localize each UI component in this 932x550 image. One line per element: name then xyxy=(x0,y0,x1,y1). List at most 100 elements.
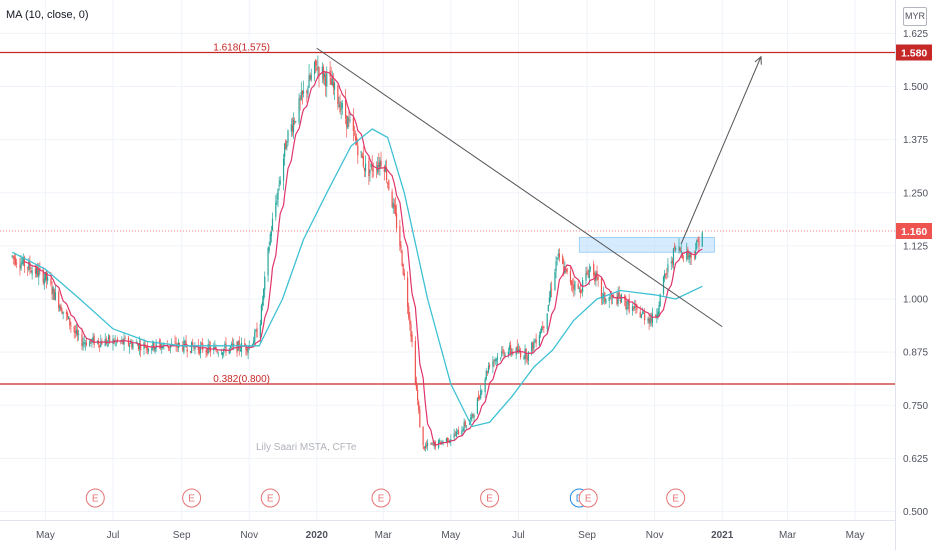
candle-body xyxy=(457,430,460,435)
candle-body xyxy=(70,325,72,327)
candle-body xyxy=(600,278,603,299)
candle-body xyxy=(53,289,55,300)
candle-body xyxy=(681,253,683,259)
price-tick-label[interactable]: 1.500 xyxy=(903,82,928,93)
price-tick-label[interactable]: 1.000 xyxy=(903,295,928,306)
earnings-marker[interactable] xyxy=(480,488,500,508)
candle-body xyxy=(348,119,350,121)
candle-body xyxy=(50,278,52,285)
event-markers[interactable]: EEEEEDEE xyxy=(85,488,686,508)
time-tick-label[interactable]: Nov xyxy=(240,530,258,541)
time-tick-label[interactable]: 2020 xyxy=(306,530,329,541)
last-price-tag-label[interactable]: 1.160 xyxy=(901,226,927,238)
time-tick-label[interactable]: May xyxy=(36,530,55,541)
time-tick-label[interactable]: May xyxy=(846,530,865,541)
candle-body xyxy=(401,250,403,266)
candle-body xyxy=(222,352,224,356)
candle-body xyxy=(387,183,389,184)
time-tick-label[interactable]: Sep xyxy=(173,530,191,541)
candle-body xyxy=(83,342,85,343)
candle-body xyxy=(682,256,685,258)
candle-body xyxy=(316,68,318,70)
candle-body xyxy=(688,255,690,260)
price-tick-label[interactable]: 1.375 xyxy=(903,135,928,146)
time-tick-label[interactable]: Nov xyxy=(646,530,664,541)
projection-arrow-head[interactable] xyxy=(754,55,762,65)
ma-slow-line xyxy=(11,128,703,428)
candle-body xyxy=(122,339,124,345)
candle-body xyxy=(671,260,673,264)
candle-body xyxy=(484,378,486,393)
earnings-marker[interactable] xyxy=(182,488,202,508)
candle-body xyxy=(354,136,357,140)
target-price-tag[interactable] xyxy=(896,44,932,61)
price-tick-label[interactable]: 1.125 xyxy=(903,241,928,252)
candle-body xyxy=(492,361,494,367)
earnings-marker-label[interactable]: E xyxy=(672,494,679,505)
candle-body xyxy=(16,263,18,265)
time-tick-label[interactable]: Mar xyxy=(779,530,797,541)
price-tick-label[interactable]: 0.875 xyxy=(903,348,928,359)
price-tick-label[interactable]: 0.750 xyxy=(903,401,928,412)
currency-badge[interactable]: MYR xyxy=(903,7,927,26)
projection-arrow-line[interactable] xyxy=(680,56,762,244)
last-price-tag[interactable] xyxy=(896,223,932,239)
time-tick-label[interactable]: Jul xyxy=(512,530,525,541)
trendline[interactable] xyxy=(316,47,723,328)
candle-body xyxy=(352,117,354,132)
candle-body xyxy=(263,288,265,301)
price-tick-label[interactable]: 1.625 xyxy=(903,29,928,40)
candle-body xyxy=(302,90,305,94)
candle-body xyxy=(410,323,412,337)
earnings-marker[interactable] xyxy=(578,488,598,508)
candle-body xyxy=(531,342,533,352)
candle-body xyxy=(494,359,496,361)
candle-body xyxy=(384,166,387,172)
candle-body xyxy=(431,442,433,444)
earnings-marker-label[interactable]: E xyxy=(486,494,493,505)
earnings-marker-label[interactable]: E xyxy=(585,494,592,505)
candle-body xyxy=(407,277,409,308)
candle-body xyxy=(698,238,700,247)
time-tick-label[interactable]: May xyxy=(441,530,460,541)
candle-body xyxy=(99,344,101,347)
candle-body xyxy=(277,189,279,200)
price-tick-label[interactable]: 0.625 xyxy=(903,454,928,465)
price-tick-label[interactable]: 1.250 xyxy=(903,188,928,199)
time-tick-label[interactable]: Mar xyxy=(375,530,393,541)
candle-body xyxy=(182,344,184,351)
candle-body xyxy=(307,87,309,95)
time-tick-label[interactable]: 2021 xyxy=(711,530,734,541)
candle-body xyxy=(299,98,301,100)
target-price-tag-label[interactable]: 1.580 xyxy=(901,48,927,60)
earnings-marker[interactable] xyxy=(85,488,105,508)
candle-body xyxy=(145,347,147,348)
earnings-marker-label[interactable]: E xyxy=(267,494,274,505)
time-tick-label[interactable]: Jul xyxy=(107,530,120,541)
candle-body xyxy=(535,339,537,344)
candle-body xyxy=(392,202,394,209)
earnings-marker[interactable] xyxy=(371,488,391,508)
candle-body xyxy=(361,153,363,158)
candle-body xyxy=(92,337,94,341)
candle-body xyxy=(500,357,502,359)
earnings-marker-label[interactable]: E xyxy=(92,494,99,505)
time-tick-label[interactable]: Sep xyxy=(578,530,596,541)
candle-body xyxy=(495,359,497,362)
candle-body xyxy=(487,366,490,373)
earnings-marker[interactable] xyxy=(666,488,686,508)
drawings[interactable] xyxy=(316,47,762,328)
candle-body xyxy=(360,151,362,153)
candle-body xyxy=(162,345,164,349)
earnings-marker[interactable] xyxy=(260,488,280,508)
candle-body xyxy=(690,253,692,258)
candle-body xyxy=(191,341,193,354)
earnings-marker-label[interactable]: E xyxy=(188,494,195,505)
indicator-legend[interactable]: MA (10, close, 0) xyxy=(6,9,89,21)
earnings-marker-label[interactable]: E xyxy=(378,494,385,505)
candle-body xyxy=(225,343,227,353)
candle-body xyxy=(310,74,312,80)
price-tick-label[interactable]: 0.500 xyxy=(903,507,928,518)
